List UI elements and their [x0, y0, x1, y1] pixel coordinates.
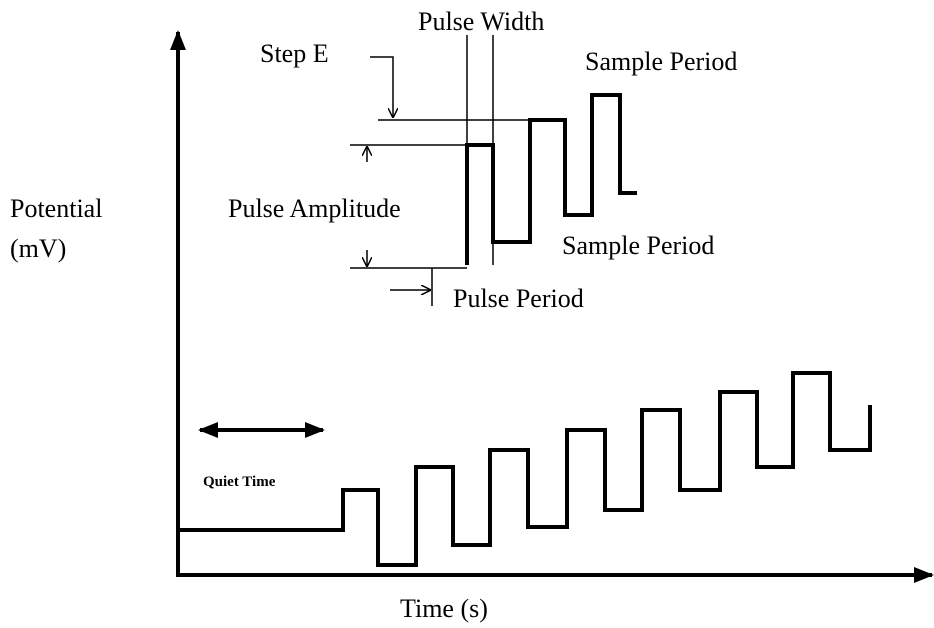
- label: Quiet Time: [203, 474, 276, 490]
- x-axis-label: Time (s): [400, 594, 488, 623]
- label: Pulse Width: [418, 7, 544, 36]
- label: Pulse Period: [453, 284, 584, 313]
- label: Sample Period: [562, 231, 714, 260]
- label: Pulse Amplitude: [228, 194, 401, 223]
- label: Sample Period: [585, 47, 737, 76]
- label: Step E: [260, 39, 329, 68]
- y-axis-label: Potential: [10, 194, 102, 223]
- y-axis-label: (mV): [10, 234, 66, 263]
- step-arrow: [370, 56, 393, 117]
- waveform: [178, 371, 872, 567]
